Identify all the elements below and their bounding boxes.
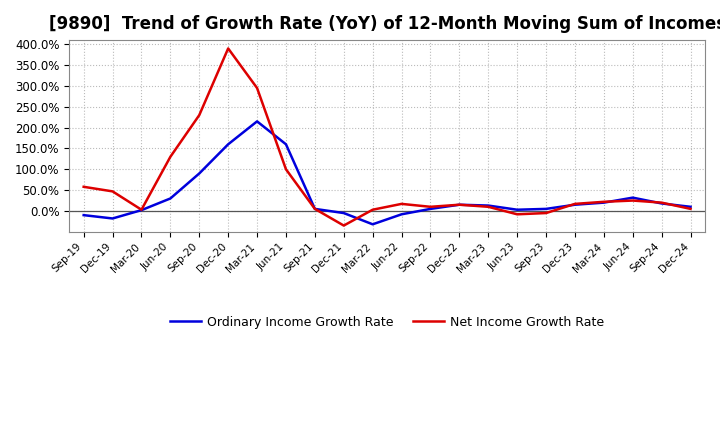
Ordinary Income Growth Rate <box>686 204 695 209</box>
Net Income Growth Rate <box>484 204 492 209</box>
Ordinary Income Growth Rate <box>571 202 580 207</box>
Net Income Growth Rate <box>686 206 695 212</box>
Ordinary Income Growth Rate <box>195 171 204 176</box>
Legend: Ordinary Income Growth Rate, Net Income Growth Rate: Ordinary Income Growth Rate, Net Income … <box>165 311 609 334</box>
Line: Net Income Growth Rate: Net Income Growth Rate <box>84 48 690 226</box>
Net Income Growth Rate <box>397 201 406 206</box>
Title: [9890]  Trend of Growth Rate (YoY) of 12-Month Moving Sum of Incomes: [9890] Trend of Growth Rate (YoY) of 12-… <box>48 15 720 33</box>
Net Income Growth Rate <box>339 223 348 228</box>
Ordinary Income Growth Rate <box>455 202 464 207</box>
Line: Ordinary Income Growth Rate: Ordinary Income Growth Rate <box>84 121 690 224</box>
Ordinary Income Growth Rate <box>166 196 175 201</box>
Ordinary Income Growth Rate <box>426 206 435 212</box>
Ordinary Income Growth Rate <box>253 119 261 124</box>
Net Income Growth Rate <box>253 85 261 91</box>
Net Income Growth Rate <box>166 154 175 159</box>
Net Income Growth Rate <box>224 46 233 51</box>
Ordinary Income Growth Rate <box>282 142 290 147</box>
Net Income Growth Rate <box>108 189 117 194</box>
Net Income Growth Rate <box>571 201 580 206</box>
Ordinary Income Growth Rate <box>108 216 117 221</box>
Ordinary Income Growth Rate <box>79 213 88 218</box>
Ordinary Income Growth Rate <box>657 201 666 206</box>
Net Income Growth Rate <box>455 202 464 207</box>
Net Income Growth Rate <box>282 167 290 172</box>
Ordinary Income Growth Rate <box>541 206 550 212</box>
Ordinary Income Growth Rate <box>397 212 406 217</box>
Net Income Growth Rate <box>195 113 204 118</box>
Ordinary Income Growth Rate <box>339 210 348 216</box>
Ordinary Income Growth Rate <box>310 206 319 212</box>
Ordinary Income Growth Rate <box>629 195 637 200</box>
Net Income Growth Rate <box>79 184 88 190</box>
Net Income Growth Rate <box>600 199 608 205</box>
Net Income Growth Rate <box>310 206 319 212</box>
Net Income Growth Rate <box>137 207 145 213</box>
Net Income Growth Rate <box>513 212 521 217</box>
Ordinary Income Growth Rate <box>137 208 145 213</box>
Ordinary Income Growth Rate <box>513 207 521 213</box>
Net Income Growth Rate <box>629 198 637 203</box>
Ordinary Income Growth Rate <box>369 222 377 227</box>
Ordinary Income Growth Rate <box>224 142 233 147</box>
Net Income Growth Rate <box>369 207 377 213</box>
Net Income Growth Rate <box>657 200 666 205</box>
Net Income Growth Rate <box>426 204 435 209</box>
Ordinary Income Growth Rate <box>600 200 608 205</box>
Net Income Growth Rate <box>541 210 550 216</box>
Ordinary Income Growth Rate <box>484 203 492 208</box>
